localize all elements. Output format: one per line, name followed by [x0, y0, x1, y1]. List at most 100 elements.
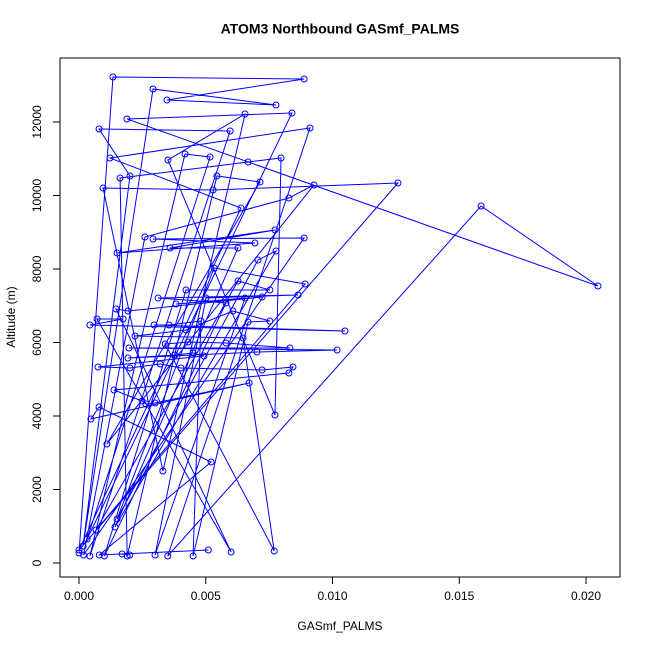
data-line [78, 76, 599, 557]
data-point [300, 75, 308, 83]
data-point [258, 366, 266, 374]
data-point [222, 339, 230, 347]
data-point [300, 234, 308, 242]
data-point [200, 352, 208, 360]
x-tick-label: 0.000 [64, 589, 94, 603]
data-point [256, 178, 264, 186]
data-point [289, 363, 297, 371]
data-point [210, 264, 218, 272]
data-point [239, 334, 247, 342]
y-tick-label: 2000 [30, 476, 44, 503]
data-point [189, 552, 197, 560]
data-point [171, 351, 179, 359]
data-point [306, 124, 314, 132]
data-point [118, 550, 126, 558]
data-point [272, 101, 280, 109]
data-point [109, 73, 117, 81]
data-point [177, 364, 185, 372]
data-point [141, 233, 149, 241]
x-tick-label: 0.020 [571, 589, 601, 603]
data-point [229, 307, 237, 315]
data-point [182, 326, 190, 334]
data-point [244, 318, 252, 326]
data-point [92, 526, 100, 534]
x-tick-label: 0.005 [191, 589, 221, 603]
x-tick-label: 0.015 [444, 589, 474, 603]
data-point [164, 552, 172, 560]
data-point [83, 535, 91, 543]
data-point [294, 291, 302, 299]
data-point [266, 317, 274, 325]
data-point [113, 249, 121, 257]
data-point [288, 109, 296, 117]
y-tick-label: 10000 [30, 178, 44, 212]
data-point [477, 202, 485, 210]
data-point [154, 294, 162, 302]
data-point [226, 127, 234, 135]
chart-title: ATOM3 Northbound GASmf_PALMS [221, 21, 460, 37]
data-point [286, 344, 294, 352]
data-point [253, 348, 261, 356]
data-point [159, 467, 167, 475]
y-tick-label: 6000 [30, 329, 44, 356]
data-point [285, 194, 293, 202]
data-point [222, 299, 230, 307]
data-point [95, 403, 103, 411]
data-point [111, 523, 119, 531]
data-point [149, 85, 157, 93]
data-point [112, 305, 120, 313]
data-point [150, 321, 158, 329]
data-point [204, 546, 212, 554]
data-point [202, 294, 210, 302]
y-tick-label: 4000 [30, 402, 44, 429]
y-axis-label: Altitude (m) [4, 286, 18, 347]
data-point [213, 172, 221, 180]
data-point [209, 186, 217, 194]
data-point [258, 293, 266, 301]
data-point [79, 542, 87, 550]
data-point [271, 226, 279, 234]
data-point [181, 150, 189, 158]
y-tick-label: 12000 [30, 105, 44, 139]
data-point [126, 364, 134, 372]
data-point [206, 153, 214, 161]
data-point [272, 247, 280, 255]
y-tick-label: 8000 [30, 255, 44, 282]
data-point [110, 386, 118, 394]
data-point [100, 552, 108, 560]
data-point [124, 307, 132, 315]
data-point [80, 551, 88, 559]
data-point [75, 549, 83, 557]
data-point [142, 400, 150, 408]
data-point [119, 315, 127, 323]
data-point [241, 294, 249, 302]
data-point [123, 115, 131, 123]
data-point [182, 286, 190, 294]
x-axis-label: GASmf_PALMS [297, 619, 382, 633]
data-point [333, 346, 341, 354]
data-point [394, 179, 402, 187]
data-point [149, 235, 157, 243]
data-point [234, 277, 242, 285]
data-point [189, 349, 197, 357]
data-point [95, 125, 103, 133]
data-point [245, 379, 253, 387]
data-point [234, 244, 242, 252]
data-point [95, 551, 103, 559]
data-point [151, 551, 159, 559]
data-point [594, 282, 602, 290]
data-point [125, 344, 133, 352]
data-point [103, 440, 111, 448]
data-point [207, 458, 215, 466]
data-point [163, 96, 171, 104]
data-point [94, 363, 102, 371]
data-point [126, 172, 134, 180]
data-point [165, 321, 173, 329]
data-point [166, 244, 174, 252]
data-point [86, 321, 94, 329]
data-point [341, 327, 349, 335]
data-point [164, 156, 172, 164]
data-point [241, 110, 249, 118]
